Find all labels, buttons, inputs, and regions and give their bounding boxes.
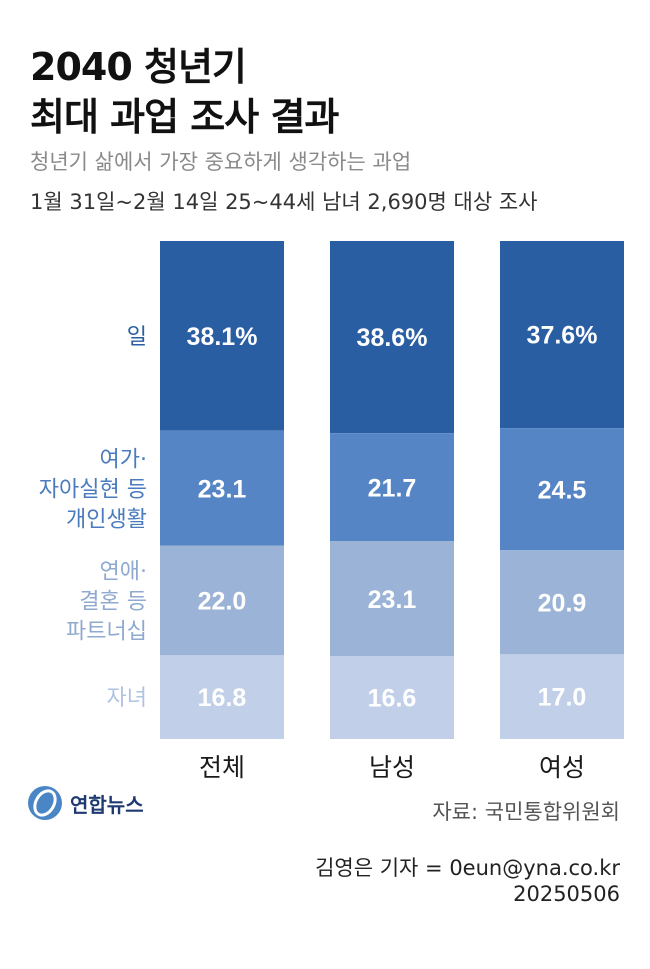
bar-segment: [500, 428, 624, 551]
bar-segment: [500, 654, 624, 739]
bar-segment: [160, 430, 284, 546]
publish-date: 20250506: [513, 882, 620, 906]
bar-segment: [160, 241, 284, 431]
bar-segment: [330, 241, 454, 434]
chart-title-line1: 2040 청년기: [30, 45, 247, 89]
reporter-credit: 김영은 기자 = 0eun@yna.co.kr: [315, 856, 620, 880]
data-label: 22.0: [198, 588, 247, 616]
source-note: 자료: 국민통합위원회: [432, 800, 620, 824]
category-label: 전체: [199, 753, 245, 782]
series-label: 여가·: [100, 447, 147, 472]
bar-segment: [500, 550, 624, 655]
bar-segment: [500, 241, 624, 429]
data-label: 38.6%: [357, 324, 428, 352]
data-label: 20.9: [538, 589, 587, 617]
survey-note: 1월 31일~2월 14일 25~44세 남녀 2,690명 대상 조사: [30, 190, 538, 214]
data-label: 24.5: [538, 476, 587, 504]
data-label: 38.1%: [187, 323, 258, 351]
yonhap-logo-icon: [28, 786, 62, 820]
category-label: 여성: [539, 753, 585, 782]
data-label: 21.7: [368, 474, 417, 502]
series-label: 자아실현 등: [39, 477, 147, 502]
series-label: 일: [127, 325, 147, 350]
data-label: 37.6%: [527, 322, 598, 350]
data-label: 16.8: [198, 684, 247, 712]
bar-segment: [160, 545, 284, 656]
data-label: 16.6: [368, 685, 417, 713]
chart-subtitle: 청년기 삶에서 가장 중요하게 생각하는 과업: [30, 150, 412, 174]
series-label: 자녀: [107, 686, 147, 711]
series-label: 파트너십: [66, 620, 147, 645]
data-label: 23.1: [198, 475, 247, 503]
bar-segment: [330, 433, 454, 542]
series-label: 개인생활: [66, 507, 147, 532]
data-label: 17.0: [538, 684, 587, 712]
category-label: 남성: [369, 753, 415, 782]
yonhap-logo: 연합뉴스: [28, 786, 144, 820]
bar-segment: [330, 656, 454, 739]
series-label: 연애·: [100, 560, 147, 585]
data-label: 23.1: [368, 586, 417, 614]
chart-title-line2: 최대 과업 조사 결과: [30, 95, 339, 139]
logo-text: 연합뉴스: [70, 792, 144, 817]
bar-segment: [330, 541, 454, 657]
series-label: 결혼 등: [79, 590, 147, 615]
bar-segment: [160, 655, 284, 739]
